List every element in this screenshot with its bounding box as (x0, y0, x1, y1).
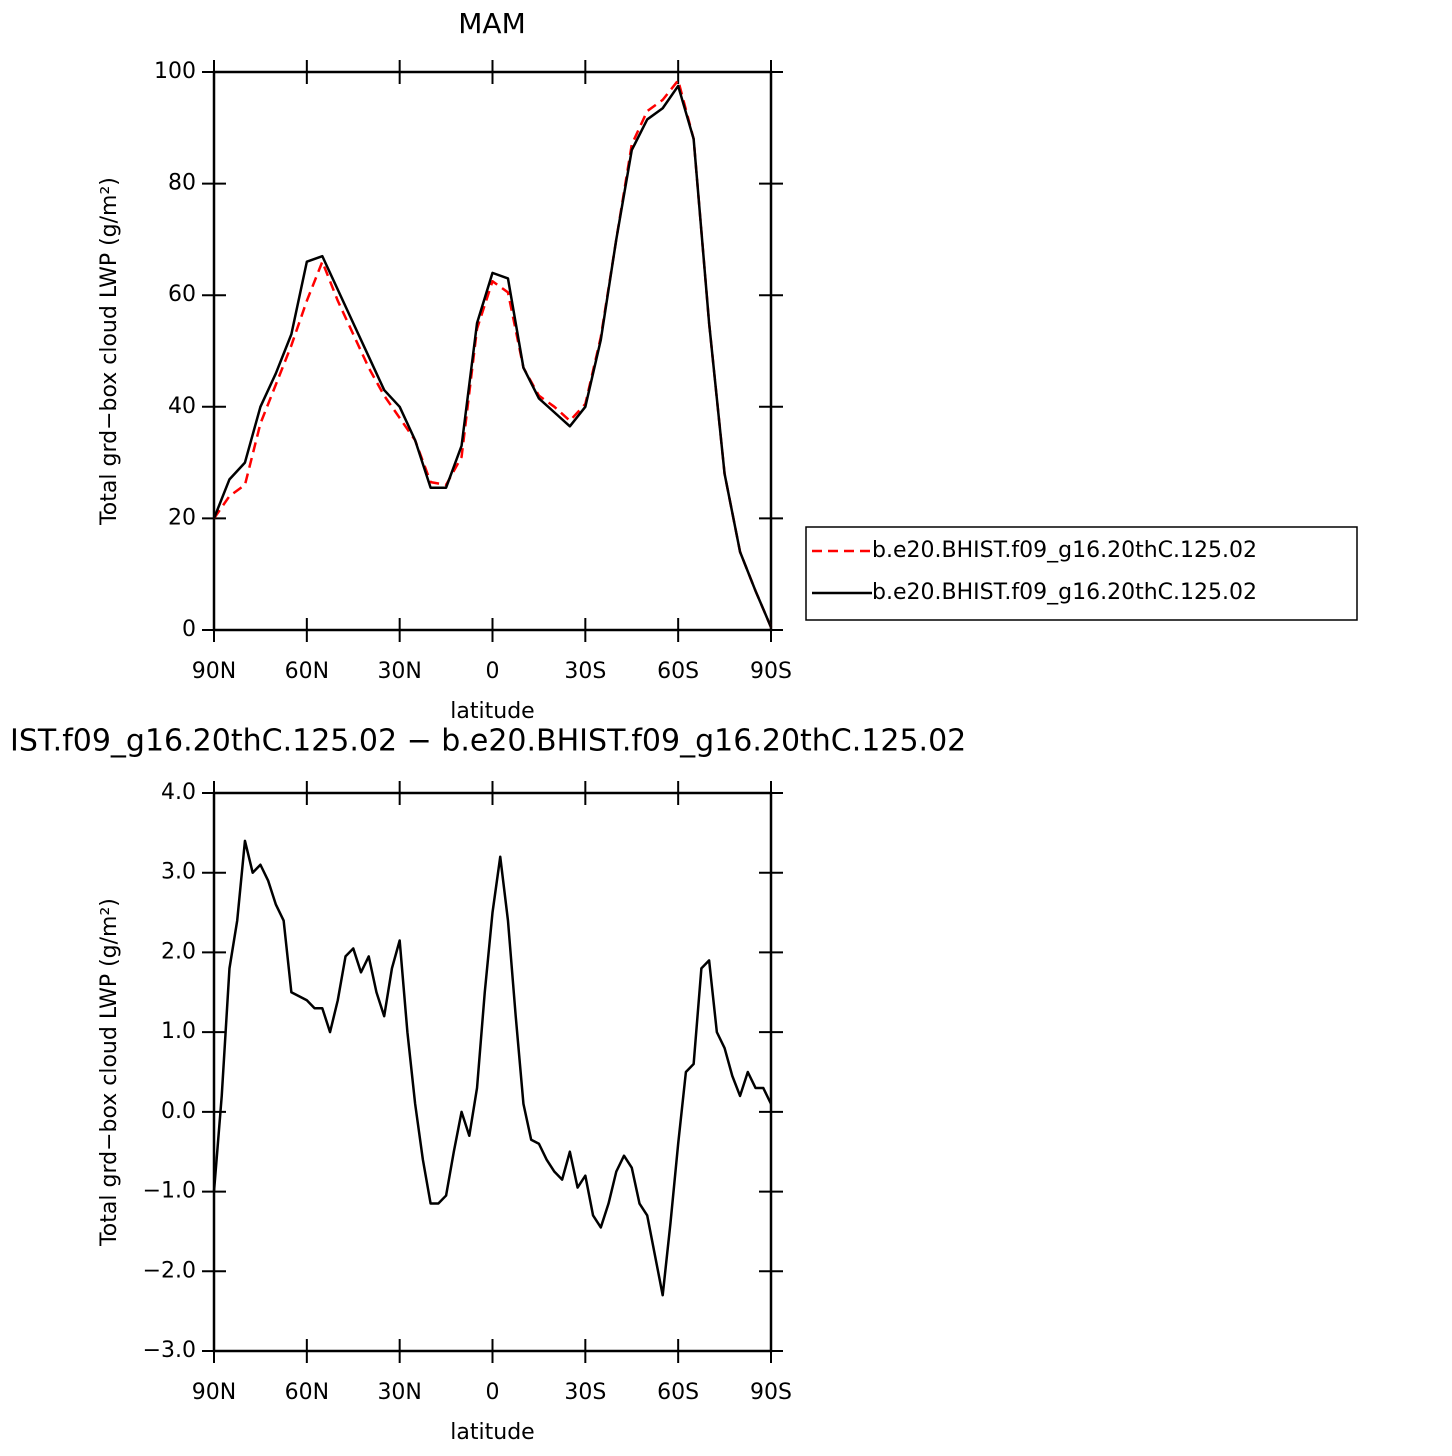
x-tick-label: 60N (285, 659, 329, 684)
x-axis-label: latitude (450, 1420, 534, 1445)
chart-title: MAM (458, 7, 525, 40)
y-axis-label: Total grd−box cloud LWP (g/m²) (97, 898, 122, 1247)
x-tick-label: 30S (564, 659, 606, 684)
x-axis-label: latitude (450, 699, 534, 724)
y-tick-label: −2.0 (143, 1258, 196, 1283)
x-tick-label: 60N (285, 1380, 329, 1405)
x-tick-label: 90S (750, 1380, 792, 1405)
x-tick-label: 0 (486, 659, 500, 684)
x-tick-label: 60S (657, 659, 699, 684)
y-tick-label: 4.0 (161, 780, 196, 805)
y-tick-label: 3.0 (161, 860, 196, 885)
data-line (212, 839, 773, 1297)
x-tick-label: 90S (750, 659, 792, 684)
x-tick-label: 60S (657, 1380, 699, 1405)
x-tick-label: 30S (564, 1380, 606, 1405)
y-tick-label: 2.0 (161, 939, 196, 964)
y-tick-label: 100 (154, 59, 196, 84)
y-tick-label: −1.0 (143, 1179, 196, 1204)
data-line (212, 79, 773, 628)
y-tick-label: 80 (168, 171, 196, 196)
data-line (212, 84, 773, 628)
y-tick-label: 20 (168, 505, 196, 530)
plot-frame (212, 70, 773, 632)
y-tick-label: −3.0 (143, 1338, 196, 1363)
y-tick-label: 0.0 (161, 1099, 196, 1124)
y-tick-label: 0 (182, 617, 196, 642)
legend-box (805, 526, 1358, 621)
x-tick-label: 0 (486, 1380, 500, 1405)
y-tick-label: 40 (168, 394, 196, 419)
y-tick-label: 1.0 (161, 1019, 196, 1044)
legend-label: b.e20.BHIST.f09_g16.20thC.125.02 (872, 538, 1257, 563)
x-tick-label: 30N (377, 1380, 421, 1405)
legend-label: b.e20.BHIST.f09_g16.20thC.125.02 (872, 580, 1257, 605)
y-tick-label: 60 (168, 282, 196, 307)
x-tick-label: 90N (192, 659, 236, 684)
x-tick-label: 30N (377, 659, 421, 684)
y-axis-label: Total grd−box cloud LWP (g/m²) (97, 177, 122, 526)
x-tick-label: 90N (192, 1380, 236, 1405)
chart-title: IST.f09_g16.20thC.125.02 − b.e20.BHIST.f… (10, 724, 966, 759)
